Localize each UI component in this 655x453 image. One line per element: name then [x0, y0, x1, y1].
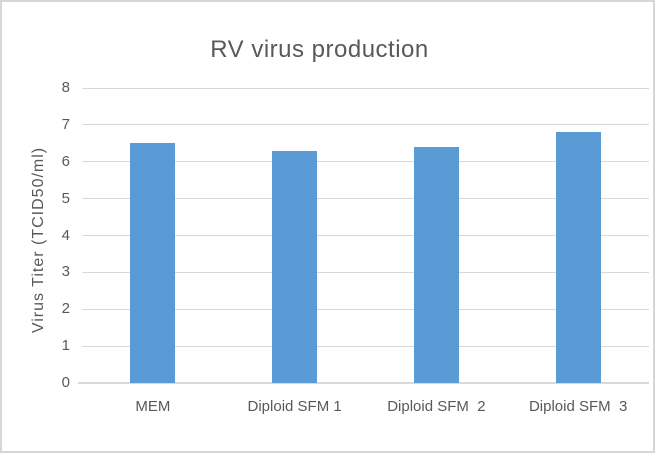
gridline	[82, 271, 649, 273]
y-axis-ticks: 0 1 2 3 4 5 6 7 8	[2, 79, 70, 391]
bar	[272, 150, 318, 383]
bar	[413, 147, 459, 383]
y-tick-label: 1	[61, 337, 70, 355]
y-tick-label: 5	[61, 189, 70, 207]
x-axis-labels: MEM Diploid SFM 1 Diploid SFM 2 Diploid SFM…	[82, 396, 649, 420]
gridline	[82, 235, 649, 236]
x-axis-label: Diploid SFM 3	[528, 398, 628, 415]
x-axis-label: Diploid SFM 1	[247, 398, 342, 415]
y-tick-label: 0	[61, 374, 70, 391]
gridline	[82, 161, 649, 163]
x-axis-line	[78, 382, 649, 384]
x-axis-label: MEM	[135, 398, 171, 415]
plot-area	[78, 87, 649, 384]
chart-title: RV virus production	[210, 36, 429, 63]
y-tick-label: 7	[61, 115, 70, 133]
y-tick-label: 6	[61, 152, 70, 170]
gridline	[82, 308, 649, 310]
y-tick-label: 3	[61, 263, 70, 281]
gridline	[82, 198, 649, 200]
y-tick-label: 8	[61, 79, 70, 96]
bar	[130, 143, 176, 383]
x-axis-label: Diploid SFM 2	[387, 398, 486, 415]
y-tick-label: 2	[61, 300, 70, 318]
gridline	[82, 345, 649, 347]
y-tick-label: 4	[61, 226, 70, 244]
bar	[555, 132, 601, 383]
gridline	[82, 87, 649, 89]
gridline	[82, 124, 649, 126]
